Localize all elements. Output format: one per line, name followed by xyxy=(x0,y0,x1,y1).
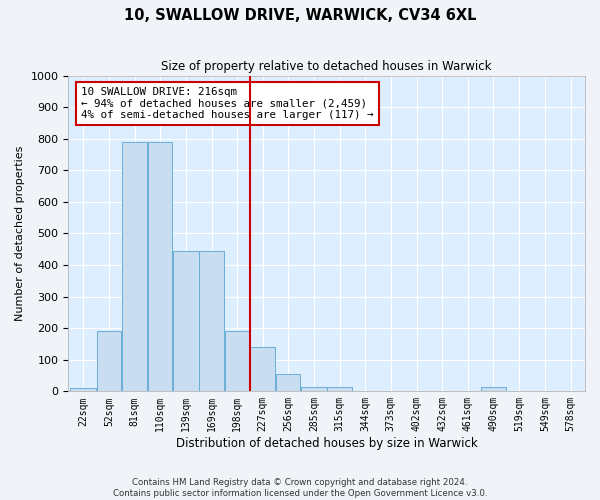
Y-axis label: Number of detached properties: Number of detached properties xyxy=(15,146,25,321)
Bar xyxy=(199,251,224,392)
X-axis label: Distribution of detached houses by size in Warwick: Distribution of detached houses by size … xyxy=(176,437,478,450)
Bar xyxy=(97,332,121,392)
Bar xyxy=(328,386,352,392)
Bar xyxy=(173,251,199,392)
Text: 10 SWALLOW DRIVE: 216sqm
← 94% of detached houses are smaller (2,459)
4% of semi: 10 SWALLOW DRIVE: 216sqm ← 94% of detach… xyxy=(81,86,374,120)
Bar xyxy=(250,347,275,392)
Bar xyxy=(148,142,172,392)
Bar xyxy=(225,332,250,392)
Bar xyxy=(481,386,506,392)
Text: 10, SWALLOW DRIVE, WARWICK, CV34 6XL: 10, SWALLOW DRIVE, WARWICK, CV34 6XL xyxy=(124,8,476,22)
Title: Size of property relative to detached houses in Warwick: Size of property relative to detached ho… xyxy=(161,60,492,73)
Text: Contains HM Land Registry data © Crown copyright and database right 2024.
Contai: Contains HM Land Registry data © Crown c… xyxy=(113,478,487,498)
Bar xyxy=(275,374,301,392)
Bar xyxy=(301,386,327,392)
Bar xyxy=(122,142,147,392)
Bar xyxy=(70,388,96,392)
